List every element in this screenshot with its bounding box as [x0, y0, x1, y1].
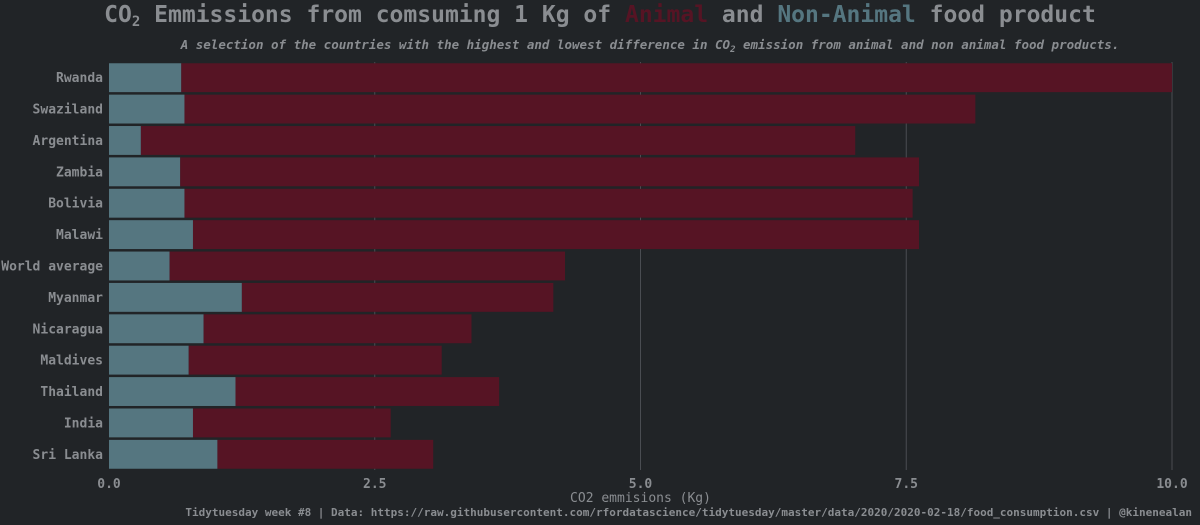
category-label: Myanmar [48, 291, 103, 306]
non-animal-bar [109, 282, 242, 312]
non-animal-bar [109, 126, 141, 155]
x-tick-label: 5.0 [629, 477, 653, 492]
animal-bar [203, 314, 472, 344]
title-nonanimal-word: Non-Animal [777, 2, 916, 28]
animal-bar [181, 63, 1172, 93]
category-label: Argentina [33, 134, 104, 149]
non-animal-bar [109, 377, 236, 406]
animal-bar [192, 220, 920, 250]
animal-bar [184, 94, 976, 124]
non-animal-bar [109, 220, 193, 250]
x-tick-label: 2.5 [363, 477, 386, 492]
category-label: World average [1, 260, 103, 275]
animal-bar [217, 439, 434, 469]
category-label: Malawi [56, 228, 103, 243]
category-label: Rwanda [56, 71, 103, 86]
animal-bar [180, 157, 920, 187]
non-animal-bar [109, 408, 193, 438]
title-animal-word: Animal [624, 2, 709, 28]
non-animal-bar [109, 63, 182, 93]
category-label: Thailand [40, 385, 103, 400]
category-label: Nicaragua [33, 322, 104, 337]
category-label: Zambia [56, 165, 103, 180]
non-animal-bar [109, 94, 185, 124]
category-label: Sri Lanka [33, 448, 104, 463]
chart-subtitle: A selection of the countries with the hi… [180, 37, 1120, 55]
animal-bar [241, 282, 554, 312]
non-animal-bar [109, 251, 170, 281]
category-label: Bolivia [48, 197, 103, 212]
animal-bar [192, 408, 391, 438]
category-label: Swaziland [33, 103, 103, 118]
animal-bar [140, 126, 856, 155]
x-tick-label: 10.0 [1156, 477, 1187, 492]
non-animal-bar [109, 439, 218, 469]
non-animal-bar [109, 188, 185, 218]
non-animal-bar [109, 314, 204, 344]
x-tick-label: 7.5 [895, 477, 918, 492]
category-label: Maldives [40, 354, 103, 369]
chart-title: CO2 Emmissions from comsuming 1 Kg of An… [104, 2, 1096, 30]
non-animal-bar [109, 345, 189, 375]
x-axis-label: CO2 emmisions (Kg) [570, 491, 711, 506]
animal-bar [235, 377, 500, 406]
x-tick-label: 0.0 [97, 477, 121, 492]
animal-bar [188, 345, 442, 375]
animal-bar [184, 188, 913, 218]
caption: Tidytuesday week #8 | Data: https://raw.… [185, 506, 1192, 519]
animal-bar [169, 251, 566, 281]
non-animal-bar [109, 157, 181, 187]
category-label: India [64, 416, 103, 431]
